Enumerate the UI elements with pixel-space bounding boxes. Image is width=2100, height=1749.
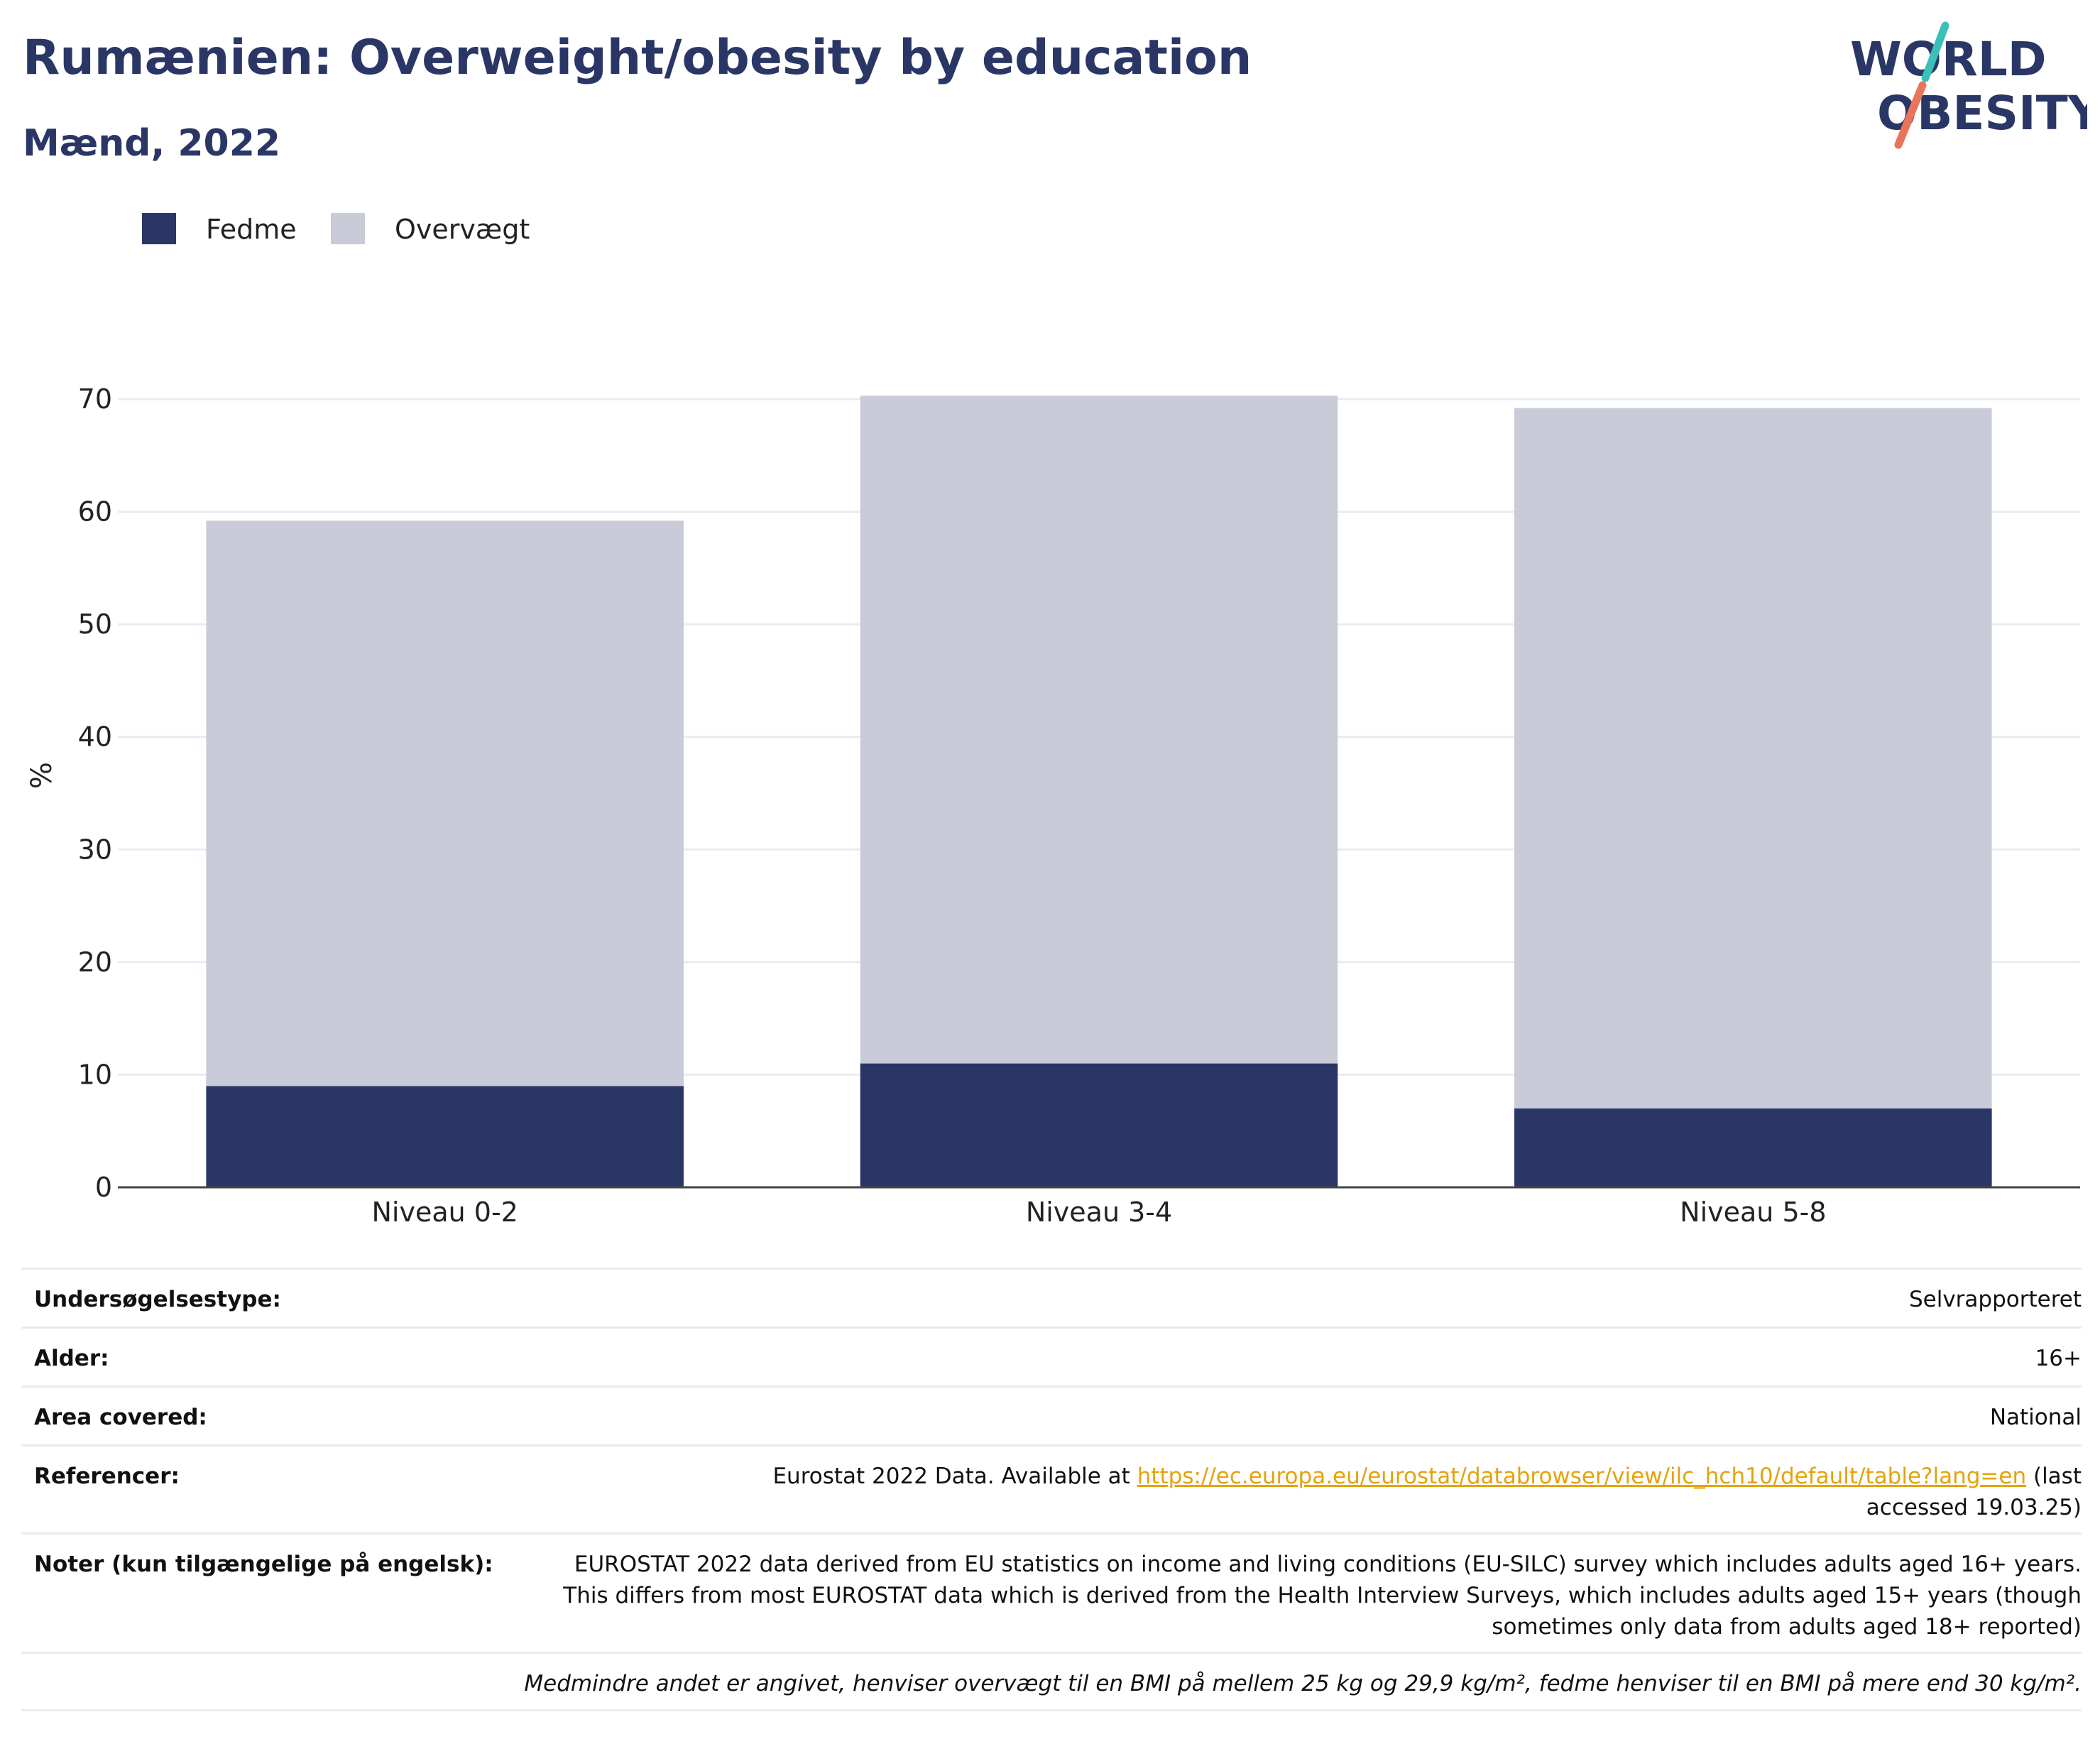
legend-label-fedme: Fedme xyxy=(206,214,297,245)
detail-value: Selvrapporteret xyxy=(1908,1287,2082,1312)
y-tick-label: 20 xyxy=(78,947,112,978)
detail-value: National xyxy=(1989,1405,2082,1430)
logo-line1: WORLD xyxy=(1850,32,2047,87)
detail-row-references: Referencer: Eurostat 2022 Data. Availabl… xyxy=(21,1444,2082,1532)
bar-overv-gt xyxy=(1514,408,1992,1108)
y-tick-label: 40 xyxy=(78,721,112,753)
x-tick-label: Niveau 3-4 xyxy=(1026,1197,1172,1228)
legend-swatch-overvaegt xyxy=(331,213,365,244)
bar-fedme xyxy=(206,1086,684,1187)
detail-value: EUROSTAT 2022 data derived from EU stati… xyxy=(563,1552,2082,1640)
detail-row-survey-type: Undersøgelsestype: Selvrapporteret xyxy=(21,1268,2082,1326)
x-tick-label: Niveau 5-8 xyxy=(1680,1197,1826,1228)
reference-link[interactable]: https://ec.europa.eu/eurostat/databrowse… xyxy=(1137,1464,2027,1489)
y-tick-label: 30 xyxy=(78,834,112,865)
x-tick-labels: Niveau 0-2 Niveau 3-4 Niveau 5-8 xyxy=(371,1197,1826,1228)
chart-subtitle: Mænd, 2022 xyxy=(23,122,281,165)
world-obesity-logo: WORLD OBESITY xyxy=(1850,21,2087,149)
footnote: Medmindre andet er angivet, henviser ove… xyxy=(524,1671,2082,1696)
detail-label: Undersøgelsestype: xyxy=(34,1287,281,1312)
detail-label: Area covered: xyxy=(34,1405,207,1430)
chart-title: Rumænien: Overweight/obesity by educatio… xyxy=(23,30,1252,86)
detail-value: 16+ xyxy=(2035,1346,2082,1371)
detail-label: Alder: xyxy=(34,1346,109,1371)
logo-slash-top xyxy=(1921,21,1949,82)
reference-text-after: (last accessed 19.03.25) xyxy=(1866,1464,2082,1520)
bar-fedme xyxy=(860,1063,1338,1187)
detail-row-notes: Noter (kun tilgængelige på engelsk): EUR… xyxy=(21,1532,2082,1652)
reference-text-before: Eurostat 2022 Data. Available at xyxy=(772,1464,1137,1489)
legend-label-overvaegt: Overvægt xyxy=(395,214,530,245)
logo-slash-bottom xyxy=(1894,81,1927,149)
y-tick-label: 50 xyxy=(78,609,112,640)
x-tick-label: Niveau 0-2 xyxy=(371,1197,518,1228)
bar-overv-gt xyxy=(206,521,684,1086)
bars xyxy=(206,396,1992,1187)
detail-row-age: Alder: 16+ xyxy=(21,1326,2082,1385)
legend-swatch-fedme xyxy=(142,213,176,244)
detail-row-area: Area covered: National xyxy=(21,1385,2082,1444)
y-tick-label: 70 xyxy=(78,383,112,415)
bar-overv-gt xyxy=(860,396,1338,1064)
y-tick-label: 60 xyxy=(78,496,112,528)
details-table: Undersøgelsestype: Selvrapporteret Alder… xyxy=(21,1268,2082,1711)
footnote-row: Medmindre andet er angivet, henviser ove… xyxy=(21,1652,2082,1711)
y-axis-title: % xyxy=(26,762,58,789)
y-tick-label: 0 xyxy=(95,1172,112,1203)
y-tick-labels: 0 10 20 30 40 50 60 70 xyxy=(78,383,112,1203)
bar-fedme xyxy=(1514,1108,1992,1187)
detail-label: Noter (kun tilgængelige på engelsk): xyxy=(34,1552,493,1577)
y-tick-label: 10 xyxy=(78,1059,112,1090)
detail-value: Eurostat 2022 Data. Available at https:/… xyxy=(676,1461,2082,1523)
detail-label: Referencer: xyxy=(34,1464,180,1489)
